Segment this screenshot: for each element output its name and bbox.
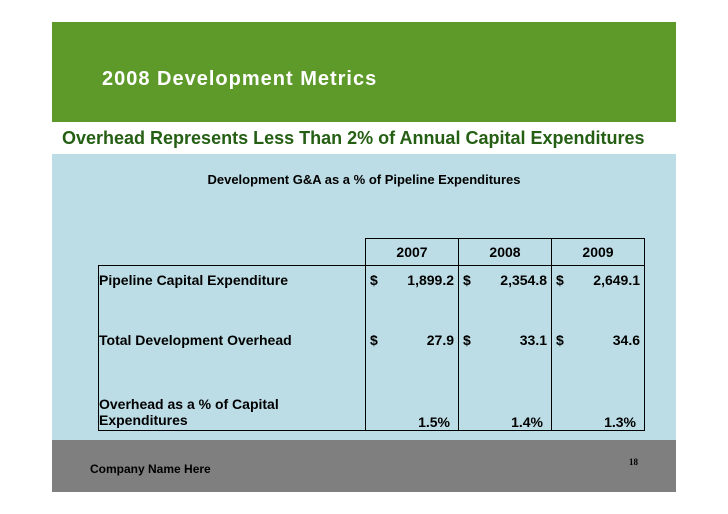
table-row: Total Development Overhead $ 27.9 $ 33.1 <box>98 332 645 382</box>
metrics-table: 2007 2008 2009 Pipeline Capital Expendit… <box>98 238 645 431</box>
slide-subtitle: Overhead Represents Less Than 2% of Annu… <box>62 128 645 148</box>
table-cell: 1.5% <box>365 382 459 431</box>
row-label: Overhead as a % of Capital Expenditures <box>98 382 366 431</box>
table-row: Overhead as a % of Capital Expenditures … <box>98 382 645 431</box>
column-header-2008: 2008 <box>458 238 552 266</box>
column-header-2009: 2009 <box>551 238 645 266</box>
header-blank-cell <box>99 239 366 266</box>
currency-symbol: $ <box>463 332 471 348</box>
page-number: 18 <box>629 457 638 467</box>
title-band: 2008 Development Metrics <box>52 22 676 122</box>
table-cell: $ 1,899.2 <box>365 265 459 332</box>
row-label-line: Expenditures <box>99 412 188 428</box>
row-label: Total Development Overhead <box>98 332 366 382</box>
table-cell: 1.3% <box>551 382 645 431</box>
subtitle-band: Overhead Represents Less Than 2% of Annu… <box>52 122 676 154</box>
cell-value: 33.1 <box>519 332 547 348</box>
slide: 2008 Development Metrics Overhead Repres… <box>52 22 676 492</box>
company-name: Company Name Here <box>90 462 211 476</box>
table-cell: 1.4% <box>458 382 552 431</box>
cell-value: 2,649.1 <box>593 272 640 288</box>
content-panel: Development G&A as a % of Pipeline Expen… <box>52 154 676 440</box>
footer-band: 18 <box>52 440 676 492</box>
table-header-row: 2007 2008 2009 <box>99 238 645 266</box>
column-header-2007: 2007 <box>365 238 459 266</box>
table-row: Pipeline Capital Expenditure $ 1,899.2 $… <box>98 265 645 332</box>
cell-value: 1,899.2 <box>407 272 454 288</box>
cell-value: 34.6 <box>612 332 640 348</box>
table-cell: $ 27.9 <box>365 332 459 382</box>
cell-value: 27.9 <box>426 332 454 348</box>
cell-value: 2,354.8 <box>500 272 547 288</box>
currency-symbol: $ <box>463 272 471 288</box>
table-cell: $ 33.1 <box>458 332 552 382</box>
row-label: Pipeline Capital Expenditure <box>98 265 366 332</box>
table-cell: $ 2,354.8 <box>458 265 552 332</box>
currency-symbol: $ <box>556 332 564 348</box>
currency-symbol: $ <box>556 272 564 288</box>
row-label-line: Overhead as a % of Capital <box>99 396 279 412</box>
table-cell: $ 34.6 <box>551 332 645 382</box>
currency-symbol: $ <box>370 272 378 288</box>
table-caption: Development G&A as a % of Pipeline Expen… <box>207 172 521 187</box>
slide-title: 2008 Development Metrics <box>102 68 378 90</box>
table-cell: $ 2,649.1 <box>551 265 645 332</box>
currency-symbol: $ <box>370 332 378 348</box>
